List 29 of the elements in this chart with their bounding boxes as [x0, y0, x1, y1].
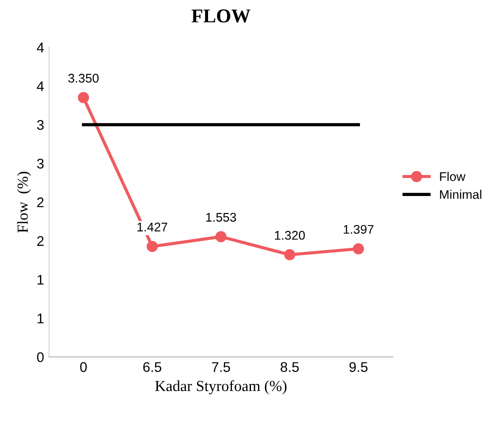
data-label: 1.553 — [206, 212, 236, 222]
data-label: 1.397 — [344, 224, 374, 234]
y-tick-label: 1 — [38, 314, 44, 324]
x-tick-label: 7.5 — [212, 362, 230, 372]
x-tick-label: 8.5 — [280, 362, 299, 372]
x-tick-label: 0 — [80, 362, 87, 372]
y-tick-label: 2 — [37, 197, 44, 208]
legend-label: Minimal — [440, 190, 482, 199]
x-tick-label: 6.5 — [143, 362, 162, 372]
y-tick-label: 0 — [37, 352, 44, 362]
data-label: 3.350 — [68, 74, 99, 83]
x-axis-title: Kadar Styrofoam (%) — [155, 380, 286, 394]
point — [78, 92, 90, 104]
y-tick-label: 4 — [36, 42, 44, 52]
point — [352, 243, 364, 254]
point — [215, 231, 227, 242]
chart-title: FLOW — [192, 9, 250, 23]
point — [146, 240, 158, 252]
y-tick-label: 2 — [37, 236, 44, 246]
y-tick-label: 4 — [36, 81, 44, 92]
y-tick-label: 3 — [37, 120, 44, 130]
y-tick-label: 3 — [37, 158, 44, 169]
data-label: 1.427 — [138, 222, 168, 232]
legend-label: Flow — [440, 172, 466, 182]
y-tick-label: 1 — [38, 274, 44, 285]
point — [284, 249, 296, 260]
y-axis-title: Flow (%) — [17, 172, 31, 233]
x-tick-label: 9.5 — [349, 362, 368, 372]
data-label: 1.320 — [275, 230, 305, 240]
